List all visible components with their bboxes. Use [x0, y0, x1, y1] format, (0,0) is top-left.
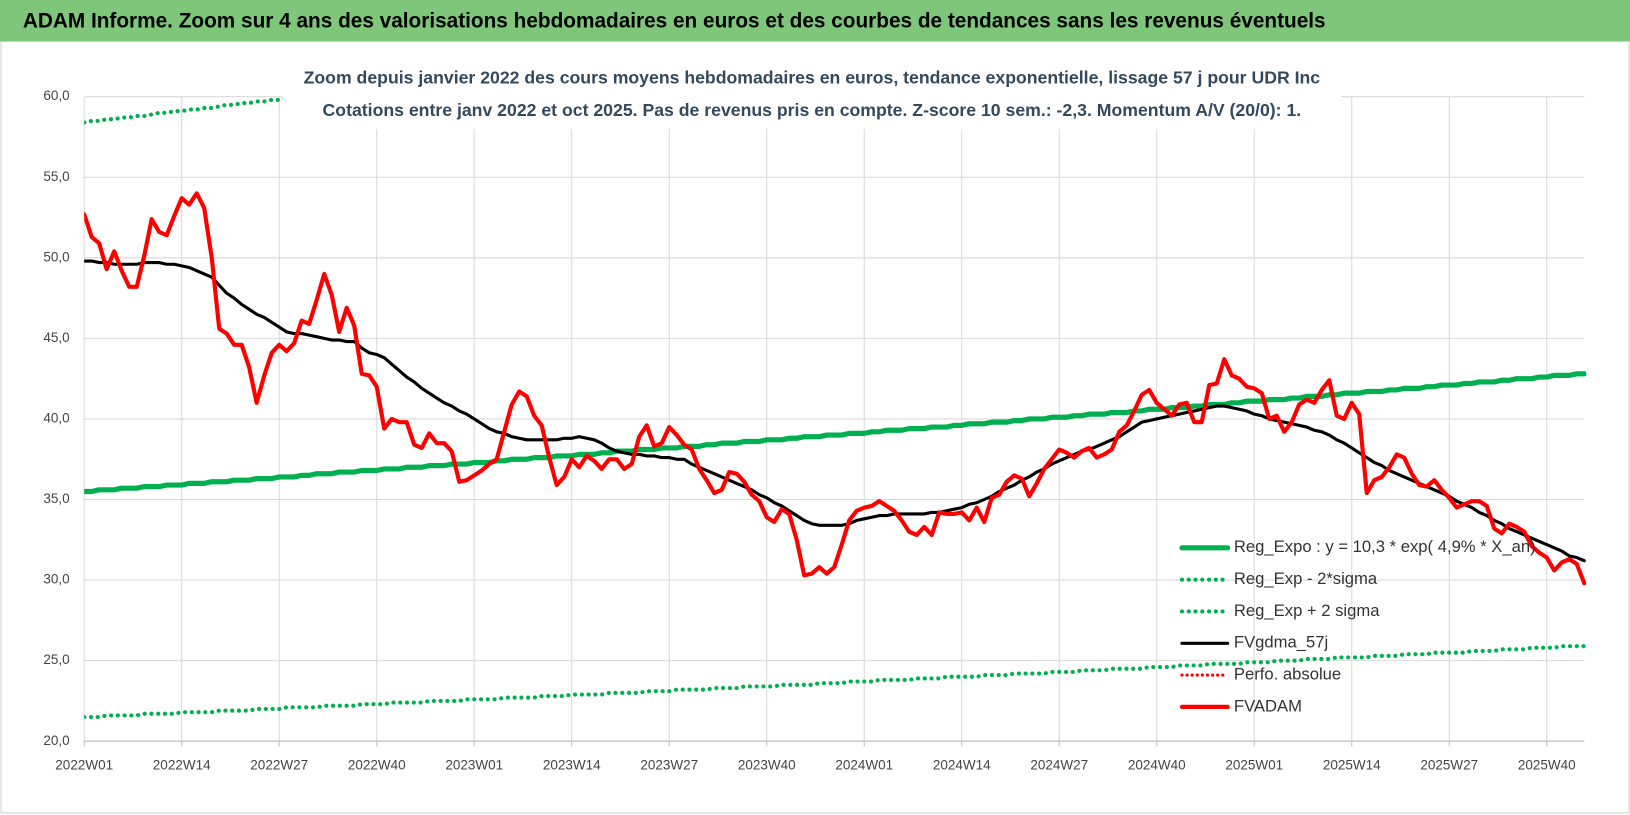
legend-label: Reg_Exp - 2*sigma [1234, 569, 1378, 588]
legend: Reg_Expo : y = 10,3 * exp( 4,9% * X_an) R… [1179, 537, 1536, 715]
series-line [84, 644, 1587, 720]
x-tick-label: 2025W40 [1518, 758, 1576, 773]
legend-label: Perfo. absolue [1234, 664, 1341, 683]
x-tick-label: 2022W01 [55, 758, 113, 773]
plot-area [84, 96, 1587, 720]
y-tick-label: 55,0 [43, 169, 69, 184]
x-tick-label: 2023W01 [445, 758, 503, 773]
x-tick-label: 2023W27 [640, 758, 698, 773]
x-tick-label: 2024W40 [1128, 758, 1186, 773]
y-tick-label: 20,0 [43, 733, 69, 748]
x-tick-label: 2024W27 [1030, 758, 1088, 773]
y-tick-label: 40,0 [43, 410, 69, 425]
legend-label: Reg_Exp + 2 sigma [1234, 601, 1380, 620]
y-tick-label: 35,0 [43, 491, 69, 506]
y-tick-label: 30,0 [43, 572, 69, 587]
x-tick-label: 2023W14 [543, 758, 601, 773]
subtitle: Zoom depuis janvier 2022 des cours moyen… [304, 68, 1321, 88]
y-tick-label: 60,0 [43, 88, 69, 103]
x-tick-label: 2025W14 [1323, 758, 1381, 773]
x-tick-label: 2022W27 [250, 758, 308, 773]
banner-title: ADAM Informe. Zoom sur 4 ans des valoris… [23, 9, 1326, 32]
x-tick-label: 2024W14 [933, 758, 991, 773]
x-tick-label: 2025W27 [1420, 758, 1478, 773]
y-tick-label: 25,0 [43, 652, 69, 667]
subtitle-box [282, 60, 1342, 129]
x-tick-label: 2022W40 [348, 758, 406, 773]
x-tick-label: 2022W14 [153, 758, 211, 773]
legend-label: FVgdma_57j [1234, 633, 1328, 652]
legend-label: FVADAM [1234, 696, 1302, 715]
x-tick-label: 2024W01 [835, 758, 893, 773]
y-tick-label: 50,0 [43, 249, 69, 264]
series-line [84, 191, 1587, 586]
chart-border [0, 41, 1630, 814]
series-line [84, 259, 1586, 563]
subtitle: Cotations entre janv 2022 et oct 2025. P… [323, 100, 1302, 120]
x-tick-label: 2023W40 [738, 758, 796, 773]
x-tick-label: 2025W01 [1225, 758, 1283, 773]
y-tick-label: 45,0 [43, 330, 69, 345]
banner [0, 0, 1630, 42]
legend-label: Reg_Expo : y = 10,3 * exp( 4,9% * X_an) [1234, 537, 1536, 556]
